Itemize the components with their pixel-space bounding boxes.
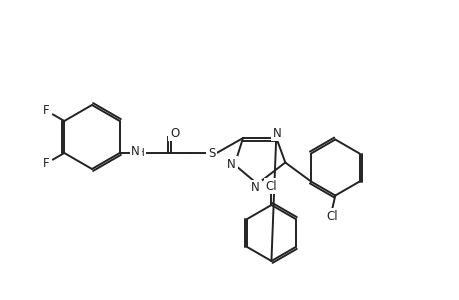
Text: F: F xyxy=(43,104,49,117)
Text: Cl: Cl xyxy=(326,210,337,223)
Text: N: N xyxy=(131,145,140,158)
Text: N: N xyxy=(251,182,259,194)
Text: O: O xyxy=(170,127,179,140)
Text: F: F xyxy=(43,157,49,170)
Text: H: H xyxy=(136,148,144,158)
Text: Cl: Cl xyxy=(265,179,277,193)
Text: S: S xyxy=(207,146,215,160)
Text: N: N xyxy=(273,127,281,140)
Text: N: N xyxy=(227,158,235,171)
